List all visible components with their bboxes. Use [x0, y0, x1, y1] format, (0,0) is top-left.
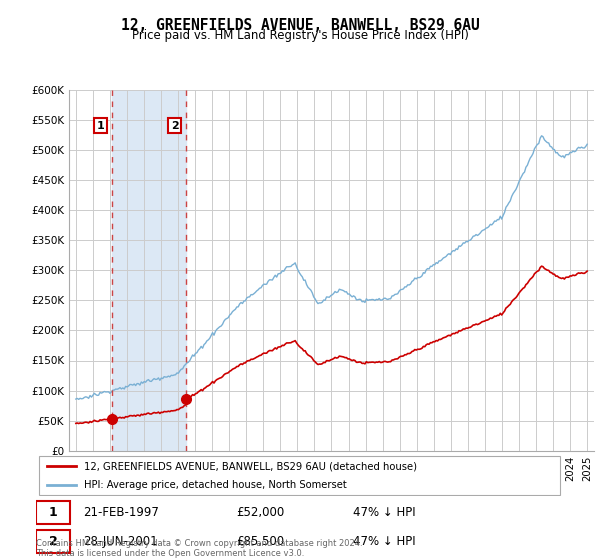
Text: £85,500: £85,500: [236, 535, 285, 548]
FancyBboxPatch shape: [38, 456, 560, 495]
Text: 12, GREENFIELDS AVENUE, BANWELL, BS29 6AU (detached house): 12, GREENFIELDS AVENUE, BANWELL, BS29 6A…: [83, 461, 416, 471]
Text: 1: 1: [97, 121, 104, 130]
Text: 47% ↓ HPI: 47% ↓ HPI: [353, 535, 415, 548]
Bar: [112, 90, 187, 451]
Text: Contains HM Land Registry data © Crown copyright and database right 2024.
This d: Contains HM Land Registry data © Crown c…: [36, 539, 362, 558]
Text: 21-FEB-1997: 21-FEB-1997: [83, 506, 160, 519]
Text: 12, GREENFIELDS AVENUE, BANWELL, BS29 6AU: 12, GREENFIELDS AVENUE, BANWELL, BS29 6A…: [121, 18, 479, 33]
Text: HPI: Average price, detached house, North Somerset: HPI: Average price, detached house, Nort…: [83, 480, 346, 489]
Text: Price paid vs. HM Land Registry's House Price Index (HPI): Price paid vs. HM Land Registry's House …: [131, 29, 469, 42]
FancyBboxPatch shape: [36, 501, 70, 524]
Text: 1: 1: [49, 506, 57, 519]
FancyBboxPatch shape: [36, 530, 70, 553]
Text: 28-JUN-2001: 28-JUN-2001: [83, 535, 158, 548]
Text: 2: 2: [170, 121, 178, 130]
Text: £52,000: £52,000: [236, 506, 285, 519]
Text: 47% ↓ HPI: 47% ↓ HPI: [353, 506, 415, 519]
Text: 2: 2: [49, 535, 57, 548]
